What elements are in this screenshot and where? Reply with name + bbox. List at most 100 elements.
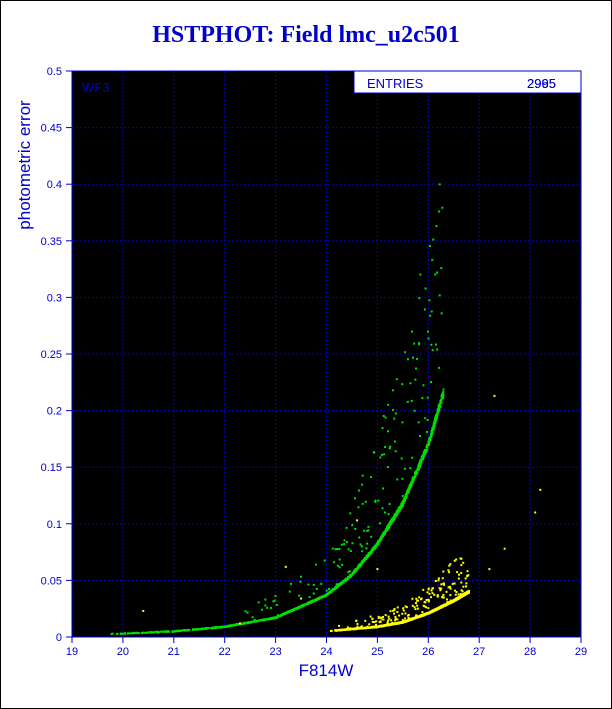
data-point [145,631,148,634]
data-point [431,258,434,261]
data-point [422,384,425,387]
data-point [370,535,373,538]
data-point [403,500,406,503]
data-point [215,626,218,629]
data-point [462,561,465,564]
data-point [373,451,376,454]
data-point [431,426,434,429]
data-point [433,609,436,612]
data-point [345,577,348,580]
data-point [440,312,443,315]
data-point [454,589,457,592]
data-point [358,565,361,568]
data-point [440,267,443,270]
x-tick-label: 29 [575,646,587,658]
data-point [379,456,382,459]
data-point [438,406,441,409]
data-point [432,238,435,241]
data-point [356,567,359,570]
data-point [278,615,281,618]
data-point [249,621,252,624]
data-point [462,594,465,597]
data-point [159,630,162,633]
data-point [380,453,383,456]
data-point [404,497,407,500]
data-point [417,468,420,471]
data-point [440,583,443,586]
data-point [224,625,227,628]
data-point [351,627,354,630]
data-point [407,491,410,494]
data-point [387,619,390,622]
data-point [385,624,388,627]
data-point [398,614,401,617]
data-point [313,599,316,602]
data-point [275,616,278,619]
data-point [389,610,392,613]
data-point [442,570,445,573]
data-point [341,563,344,566]
data-point [383,624,386,627]
data-point [381,624,384,627]
data-point [427,607,430,610]
data-point [356,625,359,628]
data-point [400,621,403,624]
data-point [334,586,337,589]
data-point [356,519,359,522]
data-point [392,609,395,612]
data-point [377,616,380,619]
data-point [442,604,445,607]
y-tick-label: 0.4 [47,179,62,191]
x-tick-label: 27 [473,646,485,658]
data-point [312,592,315,595]
data-point [338,584,341,587]
data-point [442,388,445,391]
x-tick-label: 28 [524,646,536,658]
data-point [295,607,298,610]
data-point [345,541,348,544]
data-point [343,628,346,631]
y-tick-label: 0.15 [41,462,62,474]
data-point [488,568,491,571]
data-point [248,621,251,624]
data-point [227,625,230,628]
data-point [380,536,383,539]
data-point [429,435,432,438]
data-point [458,573,461,576]
data-point [442,583,445,586]
data-point [401,619,404,622]
data-point [410,484,413,487]
data-point [334,548,337,551]
data-point [448,601,451,604]
data-point [395,378,398,381]
data-point [446,602,449,605]
data-point [389,445,392,448]
data-point [413,342,416,345]
data-point [205,627,208,630]
data-point [454,598,457,601]
data-point [394,619,397,622]
data-point [131,632,134,635]
data-point [381,427,384,430]
data-point [393,607,396,610]
data-point [425,450,428,453]
panel-label: WF3 [82,80,109,95]
data-point [367,553,370,556]
data-point [270,617,273,620]
data-point [330,589,333,592]
data-point [366,554,369,557]
data-point [431,587,434,590]
data-point [436,408,439,411]
data-point [411,604,414,607]
data-point [437,404,440,407]
data-point [312,600,315,603]
data-point [391,389,394,392]
data-point [402,501,405,504]
data-point [436,271,439,274]
data-point [426,446,429,449]
data-point [432,428,435,431]
data-point [338,566,341,569]
data-point [290,610,293,613]
data-point [435,418,438,421]
data-point [314,563,317,566]
